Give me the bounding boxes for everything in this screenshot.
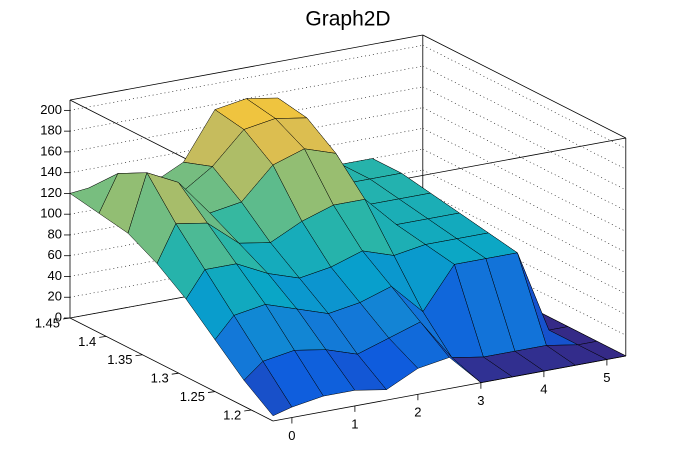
y-tick bbox=[135, 354, 143, 357]
x-tick-label: 1 bbox=[351, 416, 358, 431]
z-tick-label: 100 bbox=[40, 206, 62, 221]
y-tick bbox=[207, 391, 216, 393]
y-tick-label: 1.25 bbox=[180, 389, 205, 404]
grid-line bbox=[422, 86, 626, 191]
x-tick-label: 0 bbox=[288, 428, 295, 443]
z-tick-label: 180 bbox=[40, 123, 62, 138]
x-tick-label: 2 bbox=[414, 405, 421, 420]
x-tick-label: 3 bbox=[477, 393, 484, 408]
z-tick-label: 20 bbox=[48, 289, 62, 304]
z-tick-label: 160 bbox=[40, 143, 62, 158]
box-edge bbox=[422, 34, 626, 139]
z-tick-label: 80 bbox=[48, 226, 62, 241]
y-tick bbox=[99, 335, 107, 338]
z-tick-label: 200 bbox=[40, 102, 62, 117]
grid-line bbox=[422, 65, 626, 170]
surface-cell bbox=[243, 360, 293, 417]
y-axis bbox=[69, 317, 274, 422]
z-tick-label: 0 bbox=[55, 309, 62, 324]
z-tick-label: 140 bbox=[40, 164, 62, 179]
y-tick bbox=[62, 317, 71, 320]
z-tick-label: 120 bbox=[40, 185, 62, 200]
y-tick bbox=[171, 372, 179, 375]
x-tick-label: 5 bbox=[603, 370, 610, 385]
y-tick bbox=[244, 409, 252, 412]
z-tick-label: 60 bbox=[48, 247, 62, 262]
z-tick-label: 40 bbox=[48, 268, 62, 283]
chart-title: Graph2D bbox=[305, 8, 390, 31]
grid-line bbox=[422, 107, 626, 211]
y-tick-label: 1.4 bbox=[78, 334, 96, 349]
box-edge bbox=[69, 34, 423, 101]
y-tick-label: 1.45 bbox=[35, 315, 60, 330]
grid-line bbox=[422, 45, 626, 149]
y-tick-label: 1.2 bbox=[223, 407, 241, 422]
y-tick-label: 1.3 bbox=[151, 371, 169, 386]
x-axis bbox=[272, 355, 626, 422]
x-tick-label: 4 bbox=[540, 382, 547, 397]
y-tick-label: 1.35 bbox=[107, 352, 132, 367]
